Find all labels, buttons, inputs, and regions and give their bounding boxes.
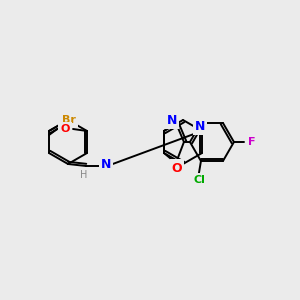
Text: Br: Br <box>62 115 76 125</box>
Text: N: N <box>195 119 205 133</box>
Text: H: H <box>80 170 88 180</box>
Text: F: F <box>248 137 256 147</box>
Text: Cl: Cl <box>193 175 205 185</box>
Text: N: N <box>167 113 177 127</box>
Text: N: N <box>101 158 111 172</box>
Text: O: O <box>172 161 182 175</box>
Text: O: O <box>60 124 70 134</box>
